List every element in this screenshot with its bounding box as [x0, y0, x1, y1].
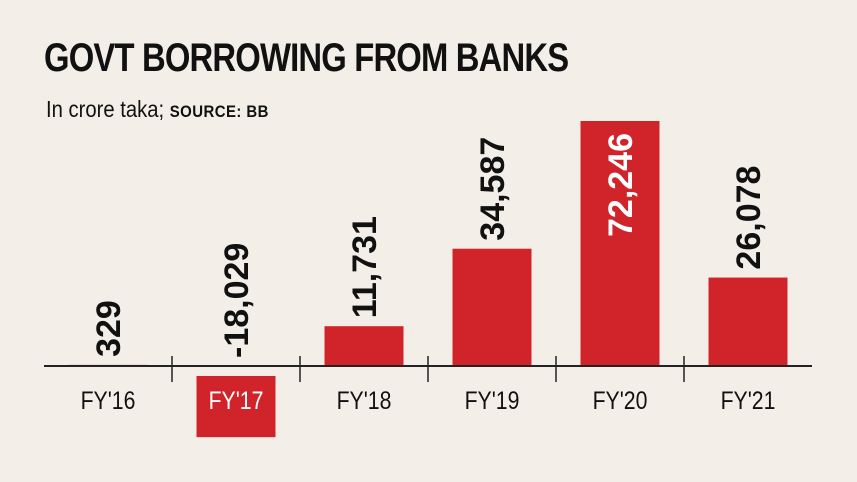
bar-2: [324, 326, 404, 366]
category-label-5: FY'21: [721, 386, 776, 414]
chart-title: GOVT BORROWING FROM BANKS: [44, 36, 569, 80]
value-label-1: -18,029: [218, 243, 256, 358]
category-label-0: FY'16: [81, 386, 136, 414]
value-label-0: 329: [90, 300, 128, 357]
category-label-4: FY'20: [593, 386, 648, 414]
bar-4: [580, 121, 660, 366]
category-label-2: FY'18: [337, 386, 392, 414]
category-label-1: FY'17: [209, 386, 264, 414]
bar-3: [452, 248, 532, 366]
source-label: SOURCE: BB: [169, 102, 269, 121]
value-label-3: 34,587: [474, 137, 512, 241]
chart-subtitle: In crore taka; SOURCE: BB: [46, 96, 269, 123]
category-label-3: FY'19: [465, 386, 520, 414]
bar-5: [708, 277, 788, 366]
value-label-2: 11,731: [346, 216, 384, 318]
value-label-4: 72,246: [602, 133, 640, 237]
value-label-5: 26,078: [730, 166, 768, 270]
bar-1: [196, 376, 276, 438]
subtitle-text: In crore taka;: [46, 96, 165, 122]
